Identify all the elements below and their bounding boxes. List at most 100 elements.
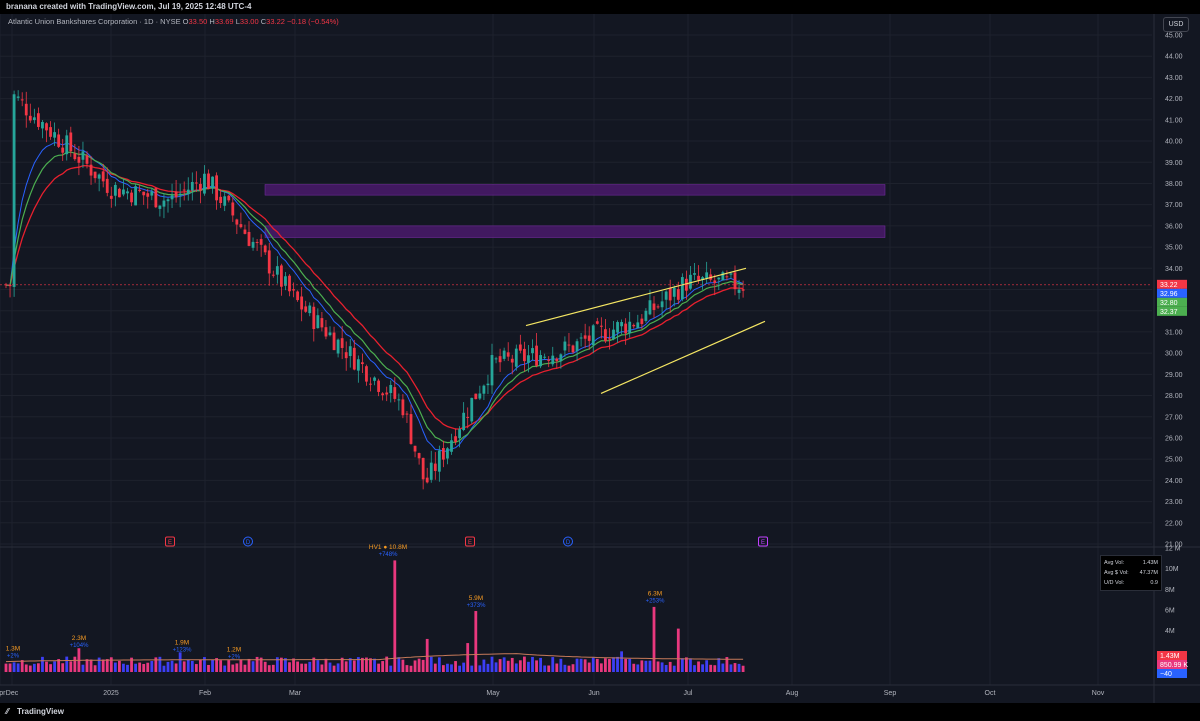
- candle-body: [543, 356, 547, 358]
- volume-bar: [8, 663, 12, 672]
- volume-bar: [632, 663, 636, 672]
- candle-body: [300, 296, 304, 310]
- last-price-label: 32.96: [1160, 291, 1178, 298]
- volume-bar: [514, 663, 518, 672]
- volume-bar: [518, 660, 522, 672]
- volume-bar: [697, 661, 700, 672]
- volume-bar: [713, 665, 717, 672]
- volume-bar: [296, 661, 299, 672]
- candle-body: [320, 318, 324, 328]
- time-tick-label: Oct: [985, 690, 996, 697]
- ohlc-high: 33.69: [214, 17, 234, 26]
- volume-bar: [571, 664, 575, 672]
- candle-body: [77, 156, 81, 163]
- volume-bar: [28, 665, 32, 672]
- candle-body: [73, 153, 77, 160]
- currency-button[interactable]: USD: [1163, 17, 1189, 32]
- candle-body: [413, 445, 417, 452]
- candle-body: [583, 335, 587, 339]
- volume-bar: [579, 658, 583, 672]
- volume-bar: [685, 657, 688, 672]
- candle-body: [89, 164, 93, 176]
- volume-bar: [113, 662, 117, 672]
- candle-body: [316, 315, 320, 329]
- volume-bar: [292, 658, 295, 672]
- candle-body: [559, 354, 563, 362]
- earnings-marker-icon: [465, 536, 475, 547]
- volume-bar: [61, 663, 65, 672]
- volume-bar: [328, 662, 332, 672]
- candle-body: [587, 335, 591, 341]
- candle-body: [190, 182, 194, 191]
- volume-annotation-change: +123%: [173, 647, 193, 653]
- volume-stat-label: Avg Vol:: [1104, 560, 1125, 566]
- candle-body: [531, 348, 534, 354]
- candle-body: [219, 196, 223, 204]
- volume-bars: [4, 560, 745, 672]
- candle-body: [194, 182, 198, 184]
- volume-bar: [559, 658, 563, 672]
- candle-body: [401, 399, 405, 416]
- volume-bar: [69, 661, 73, 672]
- volume-bar: [401, 659, 405, 672]
- candle-body: [328, 332, 332, 336]
- tradingview-brand[interactable]: ⁄⁄ TradingView: [6, 707, 64, 716]
- price-axis[interactable]: 45.00 44.00 43.00 42.00 41.00 40.00 39.00 38.00…: [1165, 33, 1183, 549]
- volume-axis-label: 850.99 K: [1160, 662, 1188, 669]
- volume-bar: [182, 661, 186, 672]
- candle-body: [551, 355, 555, 365]
- volume-bar: [255, 656, 259, 672]
- candle-body: [24, 103, 28, 116]
- volume-axis-label-bg: [1157, 660, 1187, 669]
- price-tick-label: 36.00: [1165, 223, 1183, 230]
- volume-bar: [65, 656, 69, 672]
- time-axis[interactable]: Dec 2025 Feb Mar Apr May Jun Jul Aug Sep Oct Nov: [0, 690, 1105, 697]
- volume-annotation-label: 5.9M: [469, 595, 483, 602]
- candle-body: [595, 321, 599, 324]
- volume-bar: [365, 657, 368, 672]
- price-tick-label: 42.00: [1165, 96, 1183, 103]
- candle-body: [296, 291, 299, 301]
- volume-bar: [194, 664, 198, 672]
- volume-bar: [417, 658, 421, 672]
- time-tick-label: Jun: [588, 690, 599, 697]
- candle-body: [494, 358, 498, 360]
- trend-channel[interactable]: [525, 267, 766, 394]
- resistance-zone: [264, 184, 886, 196]
- volume-bar: [604, 658, 607, 672]
- volume-bar: [616, 656, 619, 672]
- volume-axis[interactable]: 12 M 10M 8M 6M 4M 1.43M 850.99 K −40: [1157, 546, 1188, 679]
- volume-bar: [628, 658, 632, 672]
- volume-bar: [284, 658, 287, 672]
- ema-red-line: [5, 164, 744, 430]
- candle-body: [126, 191, 129, 194]
- candle-body: [207, 173, 210, 189]
- volume-bar: [608, 658, 611, 672]
- candle-body: [599, 325, 603, 327]
- volume-bar: [49, 664, 52, 672]
- moving-averages: [5, 141, 744, 453]
- volume-bar: [352, 660, 356, 672]
- candle-body: [502, 350, 506, 359]
- candle-body: [352, 347, 356, 370]
- candle-body: [259, 239, 263, 245]
- candle-body: [130, 192, 133, 203]
- ohlc-change: −0.18 (−0.54%): [287, 17, 339, 26]
- volume-bar: [4, 663, 8, 672]
- volume-bar: [425, 638, 429, 672]
- volume-bar: [656, 661, 660, 672]
- price-tick-label: 27.00: [1165, 414, 1183, 421]
- volume-annotation-label: 1.9M: [175, 639, 189, 646]
- candle-body: [263, 245, 267, 253]
- candle-body: [369, 383, 372, 385]
- volume-bar: [81, 664, 85, 672]
- volume-bar: [741, 665, 745, 672]
- ema-blue-line: [5, 141, 744, 453]
- symbol-legend[interactable]: Atlantic Union Bankshares Corporation · …: [8, 17, 339, 26]
- candle-body: [170, 195, 174, 200]
- candle-body: [490, 355, 494, 386]
- candle-body: [203, 173, 206, 194]
- candle-body: [275, 266, 279, 275]
